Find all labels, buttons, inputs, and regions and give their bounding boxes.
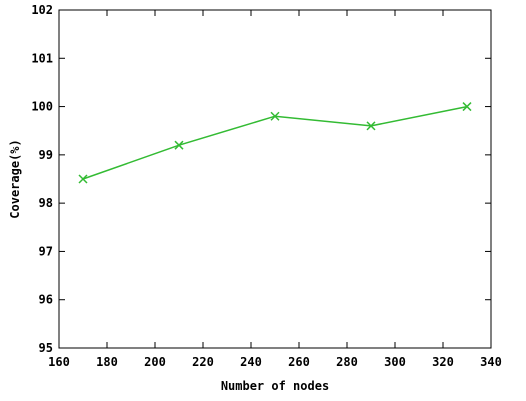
plot-frame	[58, 9, 492, 349]
x-tick-label: 340	[480, 355, 502, 369]
x-tick-label: 300	[384, 355, 406, 369]
series-layer	[78, 102, 472, 184]
data-point-marker	[174, 140, 184, 150]
y-tick-label: 99	[39, 148, 53, 162]
x-tick-label: 260	[288, 355, 310, 369]
y-tick-label: 98	[39, 196, 53, 210]
y-tick-label: 95	[39, 341, 53, 355]
series-line	[82, 105, 468, 180]
data-point-marker	[78, 174, 88, 184]
data-point-marker	[462, 102, 472, 112]
data-point-marker	[366, 121, 376, 131]
y-axis-ticks: 95 96 97 98 99 100 101 102	[31, 3, 491, 355]
y-axis-title: Coverage(%)	[8, 139, 22, 218]
y-tick-label: 100	[31, 100, 53, 114]
y-tick-label: 102	[31, 3, 53, 17]
x-tick-label: 240	[240, 355, 262, 369]
data-point-marker	[270, 111, 280, 121]
y-tick-label: 96	[39, 293, 53, 307]
x-tick-label: 180	[96, 355, 118, 369]
x-tick-label: 220	[192, 355, 214, 369]
y-tick-label: 97	[39, 244, 53, 258]
y-tick-label: 101	[31, 51, 53, 65]
x-axis-title: Number of nodes	[221, 379, 329, 393]
x-tick-label: 200	[144, 355, 166, 369]
x-tick-label: 320	[432, 355, 454, 369]
x-axis-ticks: 160 180 200 220 240 260 280 300 320 340	[48, 10, 502, 369]
x-tick-label: 280	[336, 355, 358, 369]
x-tick-label: 160	[48, 355, 70, 369]
